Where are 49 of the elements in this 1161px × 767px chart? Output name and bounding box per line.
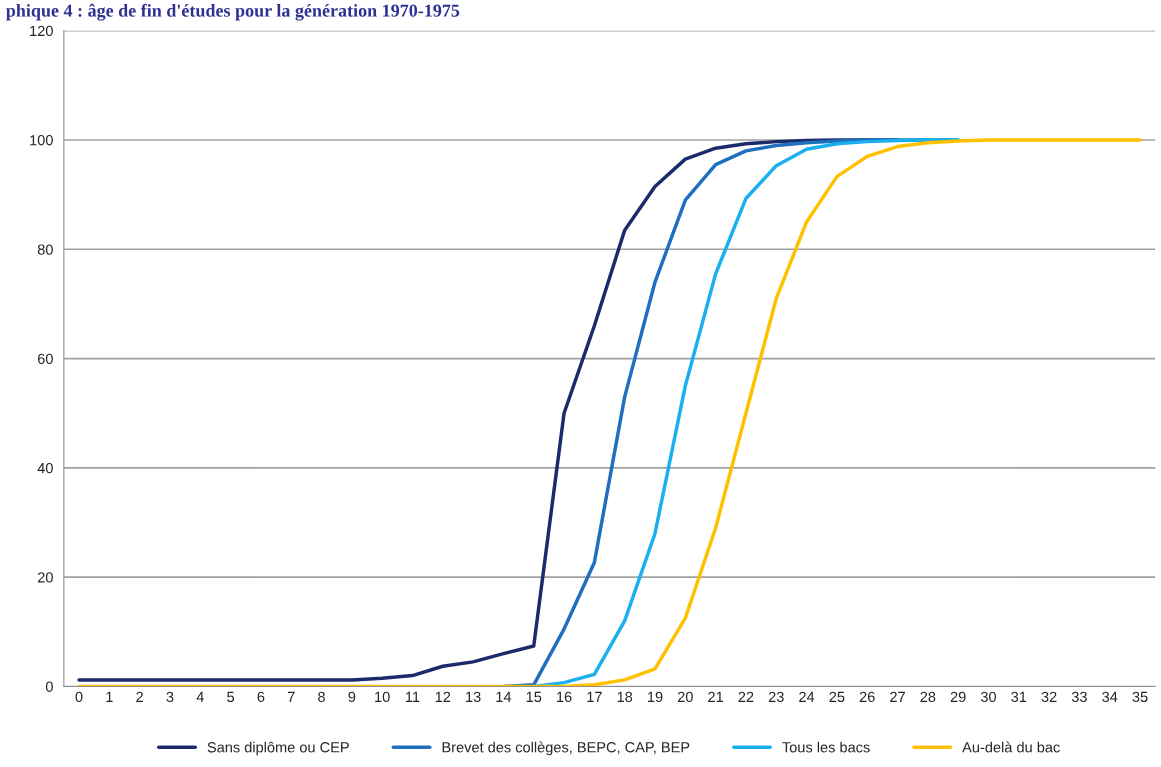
x-tick-label: 16 [557,691,572,703]
x-tick-label: 0 [75,691,83,703]
x-tick-label: 3 [166,691,174,703]
x-tick-label: 7 [287,691,295,702]
x-tick-label: 2 [136,691,143,702]
x-tick-label: 29 [950,691,966,703]
x-tick-label: 25 [829,691,845,703]
x-tick-label: 34 [1102,691,1118,703]
x-tick-label: 18 [617,691,633,703]
y-tick-label: 40 [37,462,53,474]
x-tick-label: 21 [708,691,724,702]
x-tick-label: 23 [768,691,784,703]
x-tick-label: 30 [980,691,996,703]
y-tick-label: 20 [37,572,53,583]
y-tick-label: 100 [30,135,53,146]
x-tick-label: 10 [375,691,390,703]
x-tick-label: 19 [648,691,663,703]
x-tick-label: 14 [496,691,512,702]
x-tick-label: 9 [348,691,356,703]
x-tick-label: 22 [738,691,754,702]
legend-label: Brevet des collèges, BEPC, CAP, BEP [442,741,690,756]
legend-label: Tous les bacs [782,741,870,753]
x-tick-label: 4 [196,691,204,702]
x-tick-label: 11 [406,691,420,702]
y-tick-label: 60 [37,353,53,364]
x-tick-label: 6 [257,691,265,703]
y-tick-label: 80 [37,244,53,255]
line-series [77,138,1142,687]
x-tick-label: 1 [106,691,113,702]
x-tick-label: 31 [1011,691,1027,703]
x-tick-label: 20 [677,691,693,703]
chart-title: phique 4 : âge de fin d'études pour la génération 1970-1975 [6,3,460,21]
x-tick-label: 12 [435,691,451,702]
x-tick-label: 15 [526,691,542,703]
y-tick-label: 120 [30,25,53,37]
y-tick-label: 0 [45,681,53,692]
x-tick-label: 13 [466,691,481,703]
legend-label: Sans diplôme ou CEP [207,741,349,756]
x-tick-label: 28 [920,691,936,703]
x-tick-label: 33 [1071,691,1087,703]
x-tick-label: 27 [890,691,905,702]
x-tick-label: 8 [318,691,325,703]
legend-label: Au-delà du bac [962,741,1060,753]
x-tick-label: 35 [1132,691,1148,703]
x-tick-label: 26 [859,691,875,703]
x-tick-label: 32 [1041,691,1057,703]
x-tick-label: 24 [799,691,815,702]
x-tick-label: 17 [587,691,602,702]
x-tick-label: 5 [227,691,235,703]
